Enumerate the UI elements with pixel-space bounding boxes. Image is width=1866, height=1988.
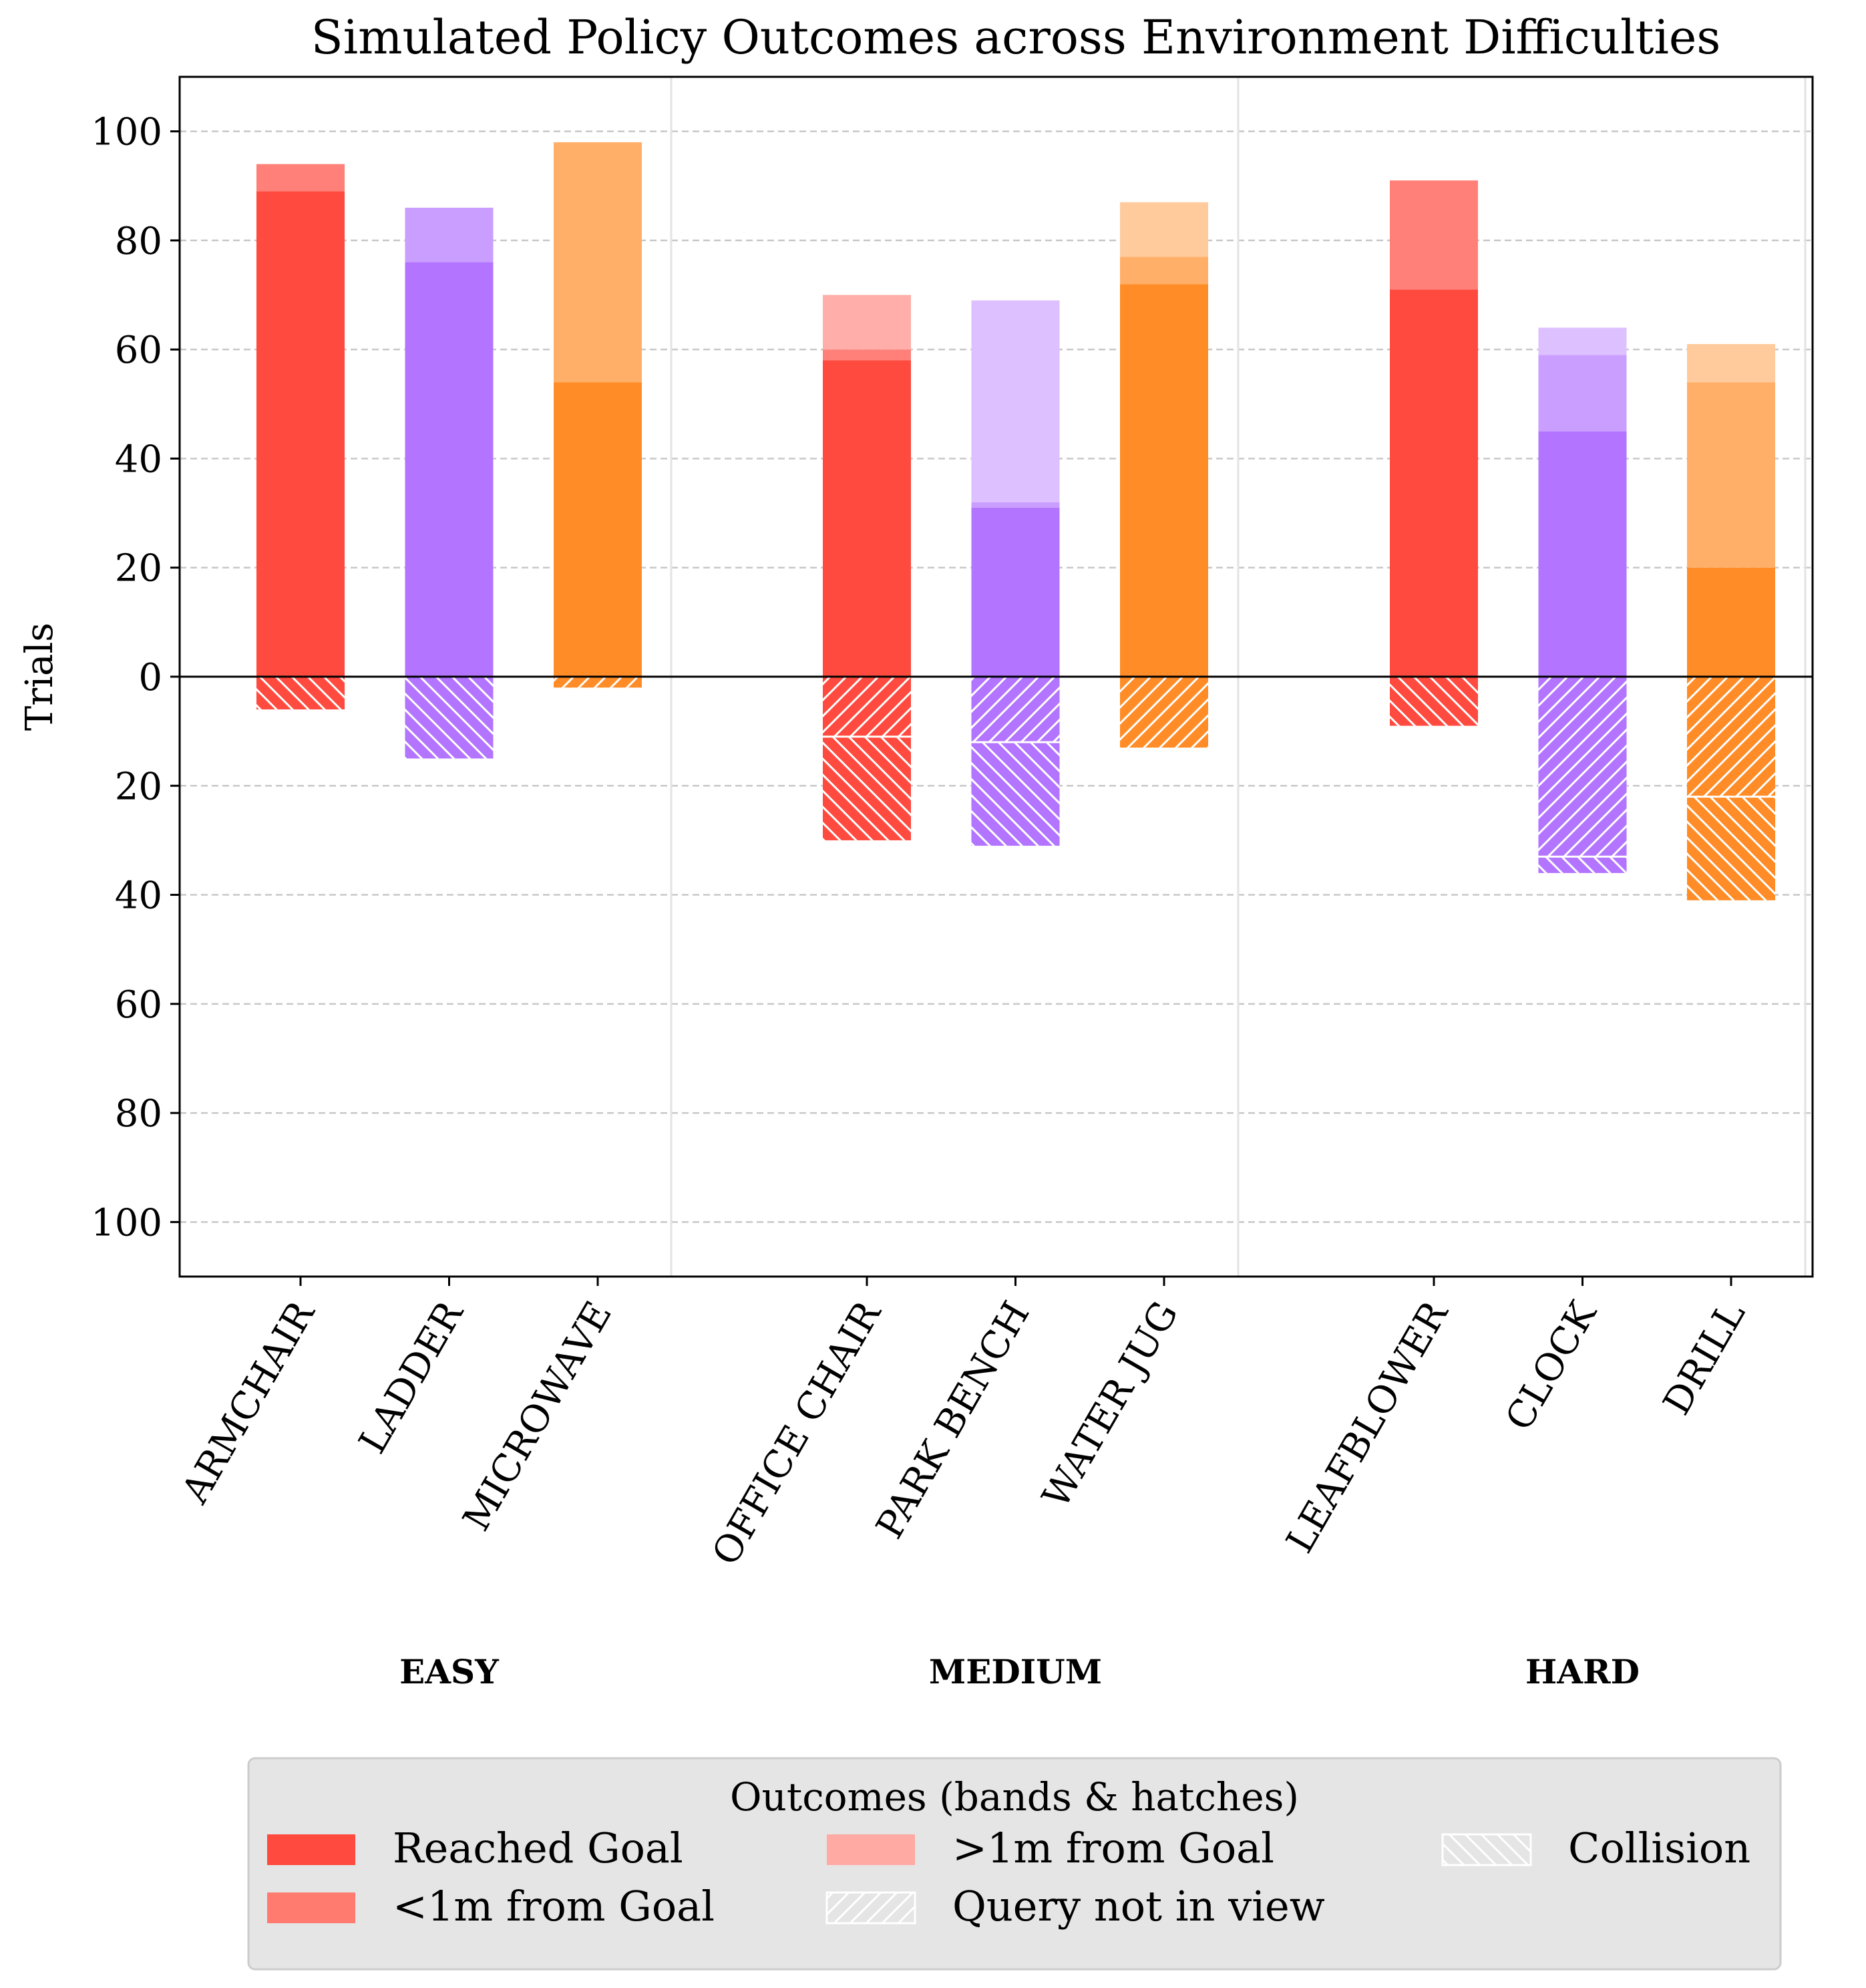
- y-tick-label: 60: [115, 983, 162, 1027]
- bar-query-not-in-view-hatch: [1687, 677, 1775, 797]
- y-tick-label: 100: [91, 111, 162, 154]
- legend: Outcomes (bands & hatches) Reached Goal <…: [247, 1757, 1782, 1971]
- legend-swatch: [1443, 1834, 1531, 1865]
- bar-lt1m-from-goal: [405, 207, 494, 263]
- bar-collision-hatch: [823, 736, 911, 840]
- x-tick-label: WATER JUG: [1034, 1295, 1187, 1516]
- legend-label: Reached Goal: [393, 1824, 683, 1872]
- x-tick-label: MICROWAVE: [455, 1295, 620, 1538]
- bar-reached-goal: [971, 507, 1060, 677]
- bar-lt1m-from-goal: [1390, 180, 1478, 290]
- bar-lt1m-from-goal: [1120, 257, 1208, 285]
- legend-label: >1m from Goal: [952, 1824, 1274, 1872]
- bar-lt1m-from-goal: [823, 349, 911, 361]
- bar-lt1m-from-goal: [1687, 382, 1775, 568]
- bar-reached-goal: [1538, 431, 1627, 677]
- bar-reached-goal: [1390, 289, 1478, 677]
- bar-gt1m-from-goal: [1687, 344, 1775, 383]
- y-tick-label: 100: [91, 1201, 162, 1245]
- bar-gt1m-from-goal: [1120, 202, 1208, 257]
- bar-collision-hatch: [1390, 677, 1478, 726]
- y-tick-label: 80: [115, 1092, 162, 1136]
- x-tick-label: OFFICE CHAIR: [704, 1293, 890, 1572]
- legend-swatch: [827, 1834, 915, 1865]
- group-label: HARD: [1525, 1652, 1640, 1691]
- y-ticks: 100 80 60 40 20 0 20 40 60 80 100: [91, 111, 180, 1245]
- legend-box: [247, 1757, 1782, 1971]
- x-tick-label: CLOCK: [1497, 1294, 1606, 1438]
- legend-label: <1m from Goal: [393, 1882, 715, 1931]
- y-tick-label: 20: [115, 547, 162, 591]
- legend-label: Collision: [1568, 1824, 1750, 1872]
- bar-collision-hatch: [1687, 796, 1775, 900]
- bar-lt1m-from-goal: [554, 142, 642, 383]
- legend-swatch: [267, 1834, 355, 1865]
- y-tick-label: 60: [115, 329, 162, 372]
- bar-query-not-in-view-hatch: [1538, 677, 1627, 857]
- bar-reached-goal: [1687, 567, 1775, 677]
- y-axis-label: Trials: [18, 623, 61, 731]
- bar-gt1m-from-goal: [1538, 327, 1627, 355]
- y-tick-label: 80: [115, 220, 162, 263]
- bar-collision-hatch: [971, 741, 1060, 846]
- y-tick-label: 40: [115, 438, 162, 481]
- bar-query-not-in-view-hatch: [971, 677, 1060, 742]
- bar-reached-goal: [823, 360, 911, 677]
- bar-query-not-in-view-hatch: [823, 677, 911, 737]
- bar-collision-hatch: [1538, 856, 1627, 873]
- bar-lt1m-from-goal: [256, 164, 345, 192]
- y-tick-label: 20: [115, 765, 162, 808]
- x-tick-label: DRILL: [1655, 1295, 1754, 1422]
- legend-title: Outcomes (bands & hatches): [730, 1774, 1299, 1820]
- y-tick-label: 0: [138, 656, 162, 699]
- x-tick-label: LEAFBLOWER: [1278, 1293, 1457, 1560]
- x-tick-label: PARK BENCH: [868, 1295, 1039, 1546]
- bar-query-not-in-view-hatch: [1120, 677, 1208, 748]
- chart-title: Simulated Policy Outcomes across Environ…: [311, 10, 1721, 65]
- group-label: MEDIUM: [929, 1652, 1102, 1691]
- group-label: EASY: [399, 1652, 500, 1691]
- bar-reached-goal: [554, 382, 642, 677]
- bar-collision-hatch: [405, 677, 494, 759]
- bar-gt1m-from-goal: [823, 295, 911, 350]
- legend-swatch: [827, 1892, 915, 1923]
- legend-swatch: [267, 1892, 355, 1923]
- x-tick-label: ARMCHAIR: [173, 1293, 324, 1511]
- bar-reached-goal: [256, 191, 345, 677]
- x-tick-label: LADDER: [351, 1293, 472, 1461]
- bar-reached-goal: [1120, 284, 1208, 677]
- bar-collision-hatch: [256, 677, 345, 709]
- bars: [256, 142, 1775, 900]
- bar-lt1m-from-goal: [971, 502, 1060, 508]
- group-labels: EASY MEDIUM HARD: [399, 1652, 1640, 1691]
- bar-lt1m-from-goal: [1538, 355, 1627, 432]
- bar-query-not-in-view-hatch: [554, 677, 642, 688]
- y-tick-label: 40: [115, 874, 162, 918]
- legend-label: Query not in view: [952, 1882, 1325, 1931]
- bar-gt1m-from-goal: [971, 300, 1060, 502]
- bar-reached-goal: [405, 262, 494, 677]
